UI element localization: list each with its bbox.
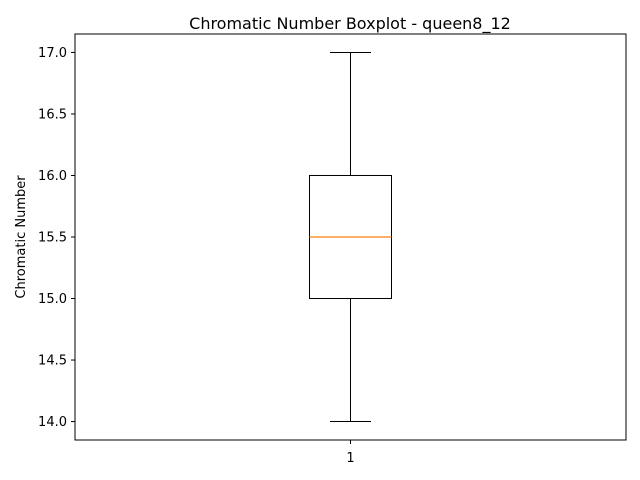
y-tick-label: 16.5: [38, 107, 67, 122]
y-tick-label: 15.5: [38, 231, 67, 246]
y-axis: 14.0 14.5 15.0 15.5 16.0 16.5 17.0: [38, 46, 75, 430]
box-series: [309, 51, 392, 423]
x-tick-label: 1: [346, 451, 354, 466]
y-tick-label: 14.5: [38, 354, 67, 369]
y-tick-label: 14.0: [38, 415, 67, 430]
chart-title: Chromatic Number Boxplot - queen8_12: [189, 14, 511, 34]
y-tick-label: 15.0: [38, 292, 67, 307]
y-tick-label: 17.0: [38, 46, 67, 61]
y-tick-label: 16.0: [38, 169, 67, 184]
x-axis: 1: [346, 440, 355, 466]
box-1: [309, 51, 392, 423]
y-axis-label: Chromatic Number: [14, 175, 29, 299]
